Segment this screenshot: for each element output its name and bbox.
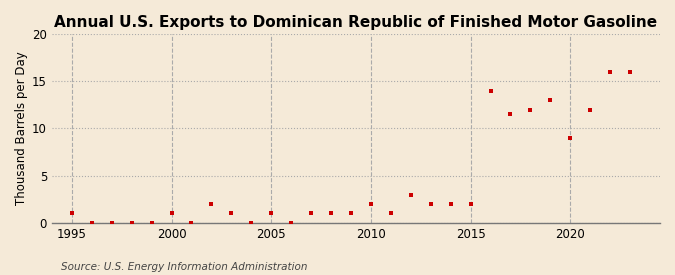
Point [346, 211, 356, 216]
Point [107, 221, 117, 225]
Point [166, 211, 177, 216]
Title: Annual U.S. Exports to Dominican Republic of Finished Motor Gasoline: Annual U.S. Exports to Dominican Republi… [55, 15, 657, 30]
Point [365, 202, 376, 206]
Point [624, 70, 635, 74]
Y-axis label: Thousand Barrels per Day: Thousand Barrels per Day [15, 51, 28, 205]
Point [186, 221, 197, 225]
Point [86, 221, 97, 225]
Point [505, 112, 516, 116]
Point [146, 221, 157, 225]
Point [126, 221, 137, 225]
Point [485, 89, 496, 93]
Point [605, 70, 616, 74]
Point [465, 202, 476, 206]
Point [525, 107, 536, 112]
Text: Source: U.S. Energy Information Administration: Source: U.S. Energy Information Administ… [61, 262, 307, 272]
Point [406, 192, 416, 197]
Point [325, 211, 336, 216]
Point [585, 107, 595, 112]
Point [385, 211, 396, 216]
Point [66, 211, 77, 216]
Point [286, 221, 296, 225]
Point [246, 221, 256, 225]
Point [266, 211, 277, 216]
Point [446, 202, 456, 206]
Point [206, 202, 217, 206]
Point [565, 136, 576, 140]
Point [226, 211, 237, 216]
Point [425, 202, 436, 206]
Point [545, 98, 556, 102]
Point [306, 211, 317, 216]
